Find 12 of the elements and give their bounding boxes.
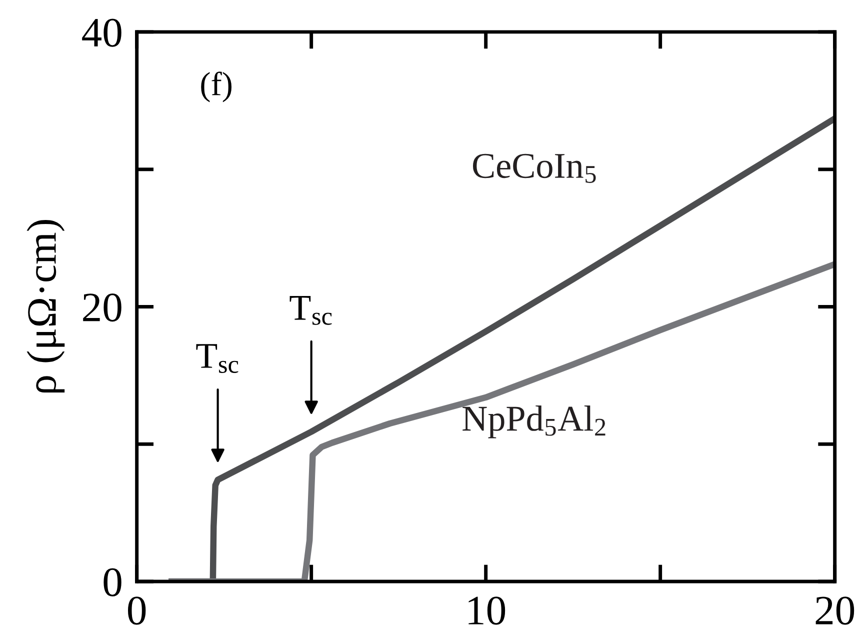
y-tick-label: 0 bbox=[104, 568, 122, 596]
y-tick-label: 40 bbox=[82, 18, 122, 47]
y-axis-title: ρ (μΩ·cm) bbox=[26, 220, 65, 393]
y-tick-label: 20 bbox=[83, 293, 122, 322]
x-tick-label: 10 bbox=[468, 596, 506, 625]
x-tick-label: 20 bbox=[816, 596, 854, 625]
series-label: CeCoIn$_{5}$ bbox=[472, 154, 596, 183]
annotation: T$_{sc}$ bbox=[290, 296, 332, 325]
annotation: (f) bbox=[201, 72, 232, 102]
x-tick-label: 0 bbox=[128, 596, 146, 625]
annotation: T$_{sc}$ bbox=[196, 344, 238, 374]
series-label: NpPd$_{5}$Al$_{2}$ bbox=[462, 406, 606, 438]
